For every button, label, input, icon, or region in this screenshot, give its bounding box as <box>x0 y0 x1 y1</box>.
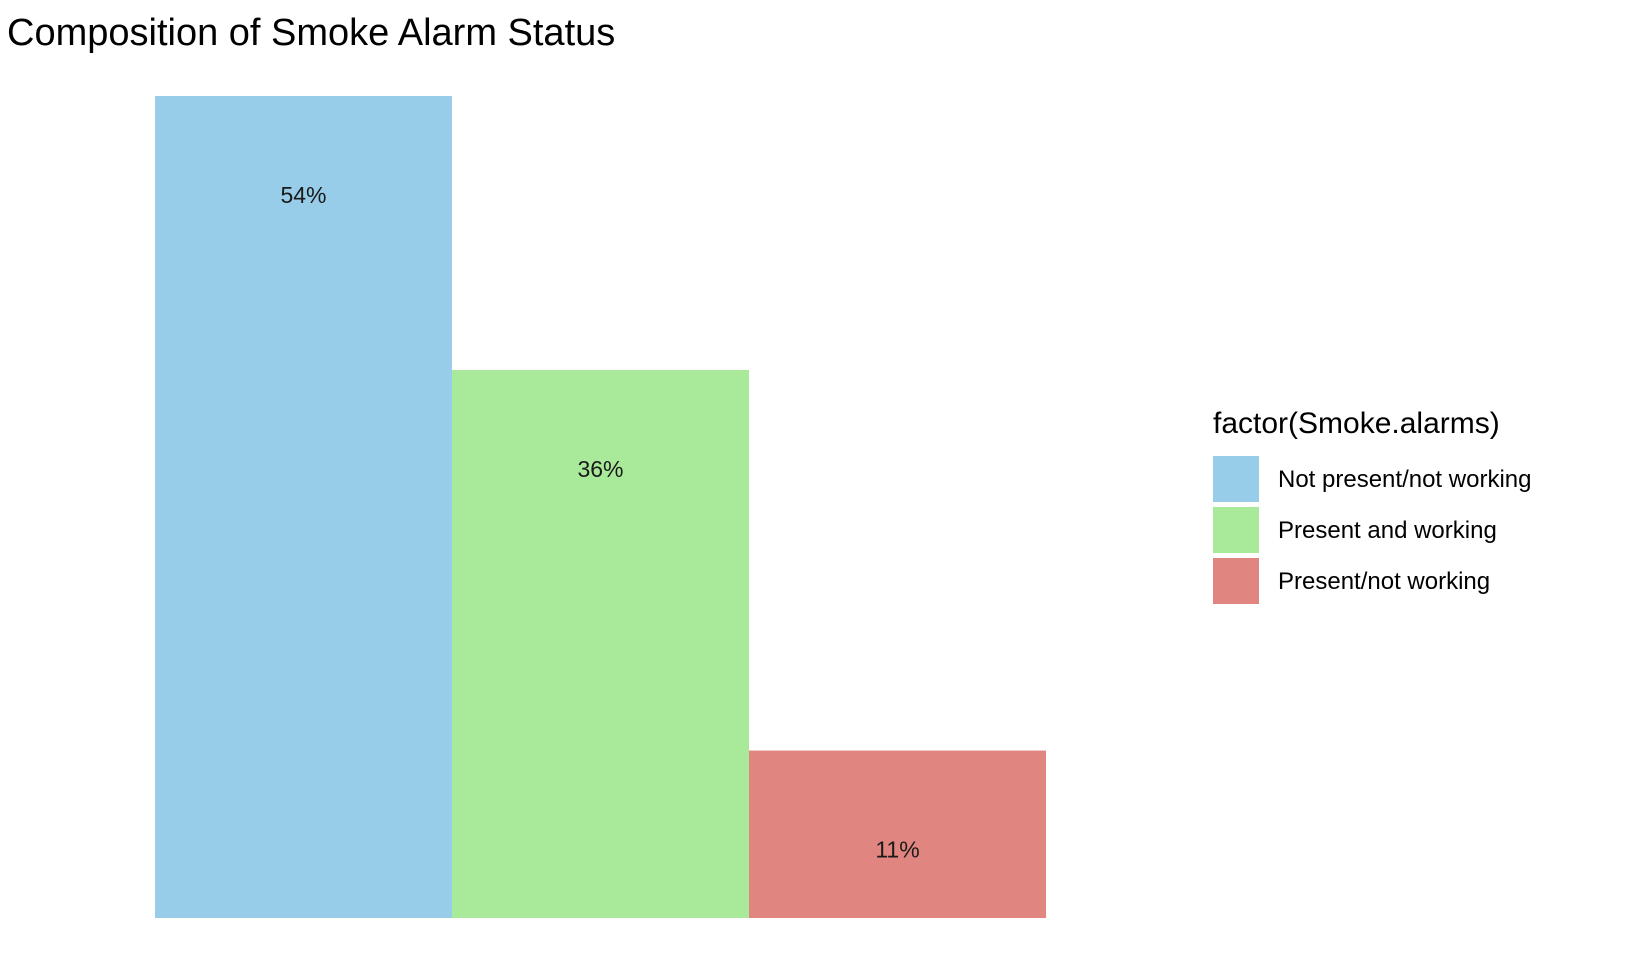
legend-items: Not present/not working Present and worki… <box>1213 456 1531 604</box>
legend-swatch-3 <box>1213 558 1259 604</box>
bar-3 <box>749 750 1046 918</box>
legend-label-1: Not present/not working <box>1278 466 1531 493</box>
legend-label-2: Present and working <box>1278 517 1497 544</box>
bar-data-label-2: 36% <box>577 456 623 482</box>
legend-swatch-2 <box>1213 507 1259 553</box>
bars-group <box>155 96 1046 918</box>
legend-title: factor(Smoke.alarms) <box>1213 407 1500 440</box>
legend-swatch-1 <box>1213 456 1259 502</box>
chart-title: Composition of Smoke Alarm Status <box>7 12 615 54</box>
bar-2 <box>452 370 749 918</box>
bar-data-label-1: 54% <box>280 182 326 208</box>
legend: factor(Smoke.alarms) Not present/not wor… <box>1213 407 1531 604</box>
bar-data-label-3: 11% <box>875 837 919 863</box>
legend-label-3: Present/not working <box>1278 568 1490 595</box>
bar-labels-group: 54% 36% 11% <box>280 182 919 863</box>
bar-1 <box>155 96 452 918</box>
